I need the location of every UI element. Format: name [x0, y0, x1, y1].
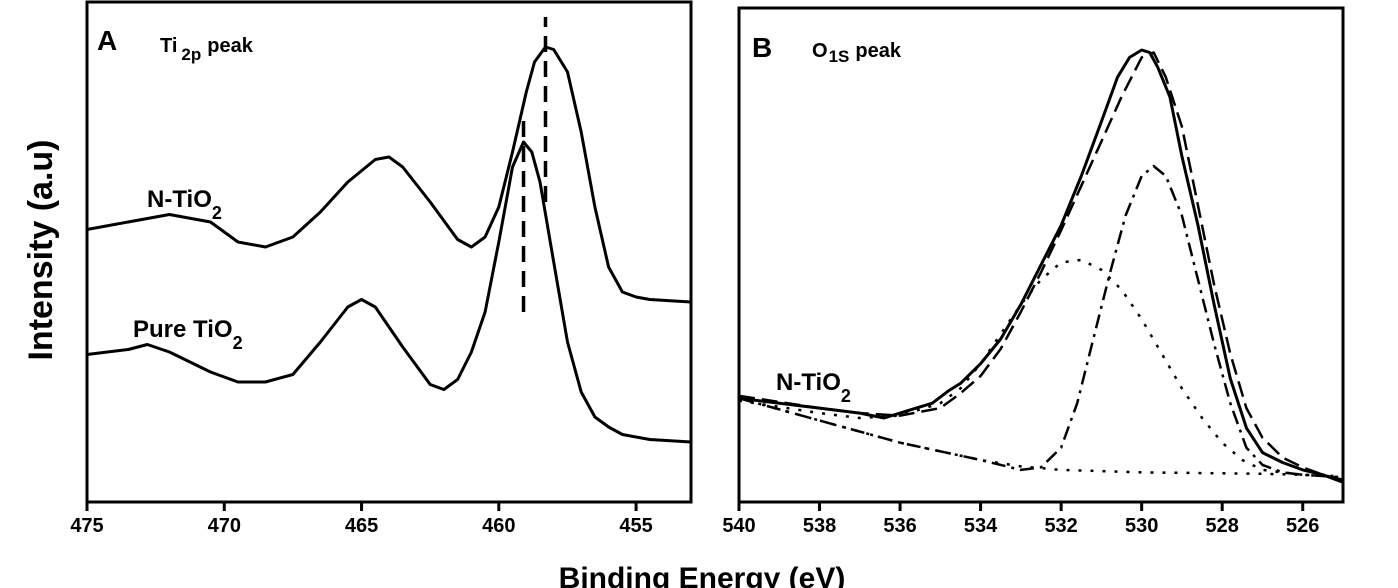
panel-a-title-main: Ti	[160, 35, 177, 57]
panel-a-title-sub: 2p	[181, 45, 201, 64]
panel-a-x-tick-label-4: 455	[619, 515, 652, 537]
panel-b-x-tick-label-1: 538	[803, 515, 836, 537]
panel-b-x-tick-label-0: 540	[722, 515, 755, 537]
panel-a-marks	[86, 17, 692, 444]
panel-b-title-main: O	[812, 40, 828, 62]
panel-b-x-tick-label-4: 532	[1044, 515, 1077, 537]
panel-b-x-tick-label-2: 536	[883, 515, 916, 537]
panel-a: A Ti 2p peak N-TiO2 Pure TiO2 475 470 465 460…	[70, 0, 693, 537]
panel-a-ticks: 475 470 465 460 455	[70, 502, 653, 537]
panel-b-ticks: 540 538 536 534 532 530 528 526	[722, 502, 1319, 537]
panel-b-series-line-2	[738, 164, 1344, 479]
panel-a-series-line-1	[86, 140, 692, 444]
panel-b-x-tick-label-5: 530	[1125, 515, 1158, 537]
series-label-pure-tio2: Pure TiO2	[133, 316, 243, 353]
panel-b-title-tail: peak	[855, 40, 901, 62]
panel-a-series-line-0	[86, 45, 692, 304]
panel-b-title: O1S peak	[812, 40, 902, 66]
panel-b-sample-label: N-TiO2	[776, 369, 851, 406]
panel-a-letter: A	[97, 25, 117, 56]
panel-b-series-line-0	[738, 48, 1344, 484]
panel-a-title-tail: peak	[207, 35, 253, 57]
series-label-n-tio2: N-TiO2	[147, 186, 222, 223]
panel-a-x-tick-label-0: 475	[70, 515, 103, 537]
panel-b-x-tick-label-3: 534	[964, 515, 998, 537]
panel-b: B O1S peak N-TiO2 540 538 536 534 532 530 528 52…	[722, 6, 1345, 537]
panel-b-letter: B	[752, 32, 772, 63]
panel-b-marks	[738, 48, 1344, 484]
panel-b-x-tick-label-7: 526	[1286, 515, 1319, 537]
panel-b-title-sub: 1S	[829, 47, 850, 66]
panel-a-x-tick-label-1: 470	[208, 515, 241, 537]
panel-a-x-tick-label-3: 460	[482, 515, 515, 537]
panel-b-x-tick-label-6: 528	[1206, 515, 1239, 537]
panel-a-title: Ti 2p peak	[160, 35, 254, 64]
panel-b-frame	[737, 6, 1345, 504]
panel-a-x-tick-label-2: 465	[345, 515, 378, 537]
x-axis-label: Binding Energy (eV)	[559, 562, 846, 588]
panel-b-series-line-1	[738, 51, 1344, 482]
y-axis-label: Intensity (a.u)	[22, 139, 60, 360]
panel-a-frame	[85, 0, 693, 504]
